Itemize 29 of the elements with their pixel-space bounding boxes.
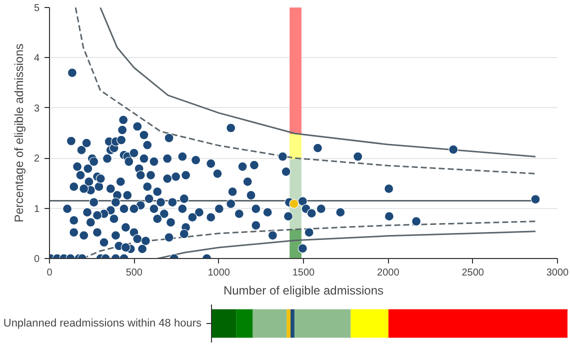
bar bbox=[286, 309, 291, 338]
bar bbox=[294, 309, 351, 338]
bar bbox=[290, 309, 294, 338]
y-tick-label: 5 bbox=[34, 3, 40, 14]
line-series bbox=[157, 230, 536, 258]
y-axis-title: Percentage of eligible admissions bbox=[12, 44, 26, 222]
y-tick-label: 0 bbox=[34, 254, 40, 265]
bar bbox=[388, 309, 568, 338]
x-tick-label: 2000 bbox=[377, 268, 400, 278]
bar bbox=[252, 309, 287, 338]
x-tick-label: 1000 bbox=[208, 268, 230, 278]
bar bbox=[212, 309, 236, 338]
y-tick-label: 3 bbox=[34, 103, 40, 114]
x-tick-label: 500 bbox=[126, 268, 143, 278]
x-tick-label: 2500 bbox=[462, 268, 484, 278]
bar bbox=[350, 309, 388, 338]
x-tick-label: 0 bbox=[46, 268, 53, 278]
x-axis-title: Number of eligible admissions bbox=[223, 284, 384, 298]
bar bbox=[236, 309, 253, 338]
y-tick-label: Unplanned readmissions within 48 hours bbox=[3, 318, 202, 330]
bar bbox=[290, 134, 302, 160]
y-tick-label: 1 bbox=[34, 204, 40, 215]
line-series bbox=[74, 8, 536, 174]
line-series bbox=[100, 8, 536, 158]
x-tick-label: 1500 bbox=[292, 268, 316, 278]
x-tick-label: 3000 bbox=[546, 268, 570, 278]
bar bbox=[290, 8, 302, 134]
y-tick-label: 4 bbox=[34, 53, 40, 64]
y-tick-label: 2 bbox=[34, 154, 40, 165]
